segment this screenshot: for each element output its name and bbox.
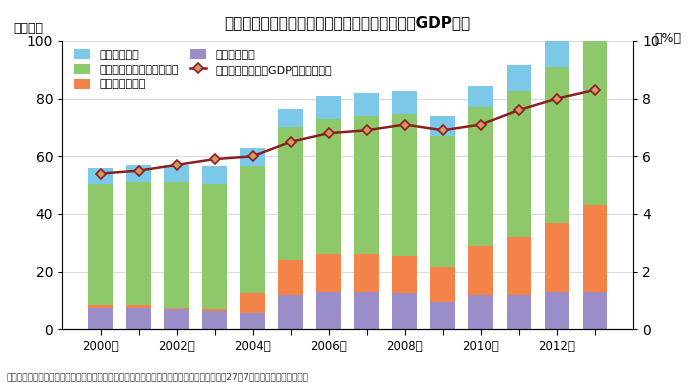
Bar xyxy=(240,147,265,166)
Bar xyxy=(355,93,379,116)
Bar xyxy=(545,223,569,292)
Bar xyxy=(316,119,341,254)
Bar xyxy=(126,308,151,329)
Bar xyxy=(430,267,455,302)
Bar xyxy=(468,295,493,329)
Bar xyxy=(582,292,607,329)
Bar xyxy=(582,36,607,205)
Bar xyxy=(392,256,417,293)
Bar xyxy=(355,116,379,254)
Bar xyxy=(126,165,151,182)
Bar xyxy=(430,116,455,136)
Bar xyxy=(240,166,265,293)
Bar xyxy=(582,6,607,36)
Bar xyxy=(316,96,341,119)
Bar xyxy=(88,308,113,329)
Bar xyxy=(203,183,227,309)
Y-axis label: （%）: （%） xyxy=(654,32,681,45)
Bar xyxy=(278,109,303,128)
Bar xyxy=(126,305,151,308)
Bar xyxy=(164,182,189,308)
Bar xyxy=(468,107,493,246)
Bar xyxy=(430,302,455,329)
Bar xyxy=(468,85,493,107)
Y-axis label: （兆円）: （兆円） xyxy=(13,22,43,35)
Bar xyxy=(164,308,189,309)
Bar xyxy=(430,136,455,267)
Bar xyxy=(164,309,189,329)
Bar xyxy=(392,92,417,115)
Bar xyxy=(278,295,303,329)
Legend: 自然環境保全, 廃棄物処理・資源有効利用, 地球温暖化対策, 環境汚染防止, 付加価値額の名目GDP比率（右軸）: 自然環境保全, 廃棄物処理・資源有効利用, 地球温暖化対策, 環境汚染防止, 付… xyxy=(74,49,332,90)
Title: 環境産業の分野別市場規模と付加価値額の名目GDP比率: 環境産業の分野別市場規模と付加価値額の名目GDP比率 xyxy=(225,15,471,30)
Bar xyxy=(507,92,531,237)
Bar xyxy=(507,237,531,295)
Bar xyxy=(240,313,265,329)
Bar xyxy=(392,293,417,329)
Bar xyxy=(316,254,341,292)
Bar xyxy=(468,246,493,295)
Bar xyxy=(88,168,113,183)
Bar xyxy=(316,292,341,329)
Bar xyxy=(203,311,227,329)
Bar xyxy=(203,309,227,311)
Bar xyxy=(88,183,113,305)
Bar xyxy=(164,165,189,182)
Bar xyxy=(582,205,607,292)
Text: （出所）環境産業市場規模検討会「環境産業の市場規模・雇用規模等に関する報告書（平成27年7月）」より大和総研作成: （出所）環境産業市場規模検討会「環境産業の市場規模・雇用規模等に関する報告書（平… xyxy=(7,372,309,381)
Bar xyxy=(545,292,569,329)
Bar xyxy=(203,166,227,183)
Bar xyxy=(355,254,379,292)
Bar xyxy=(507,65,531,92)
Bar xyxy=(126,182,151,305)
Bar xyxy=(240,293,265,313)
Bar xyxy=(278,260,303,295)
Bar xyxy=(392,115,417,256)
Bar xyxy=(278,128,303,260)
Bar xyxy=(545,39,569,67)
Bar xyxy=(355,292,379,329)
Bar xyxy=(507,295,531,329)
Bar xyxy=(545,67,569,223)
Bar xyxy=(88,305,113,308)
